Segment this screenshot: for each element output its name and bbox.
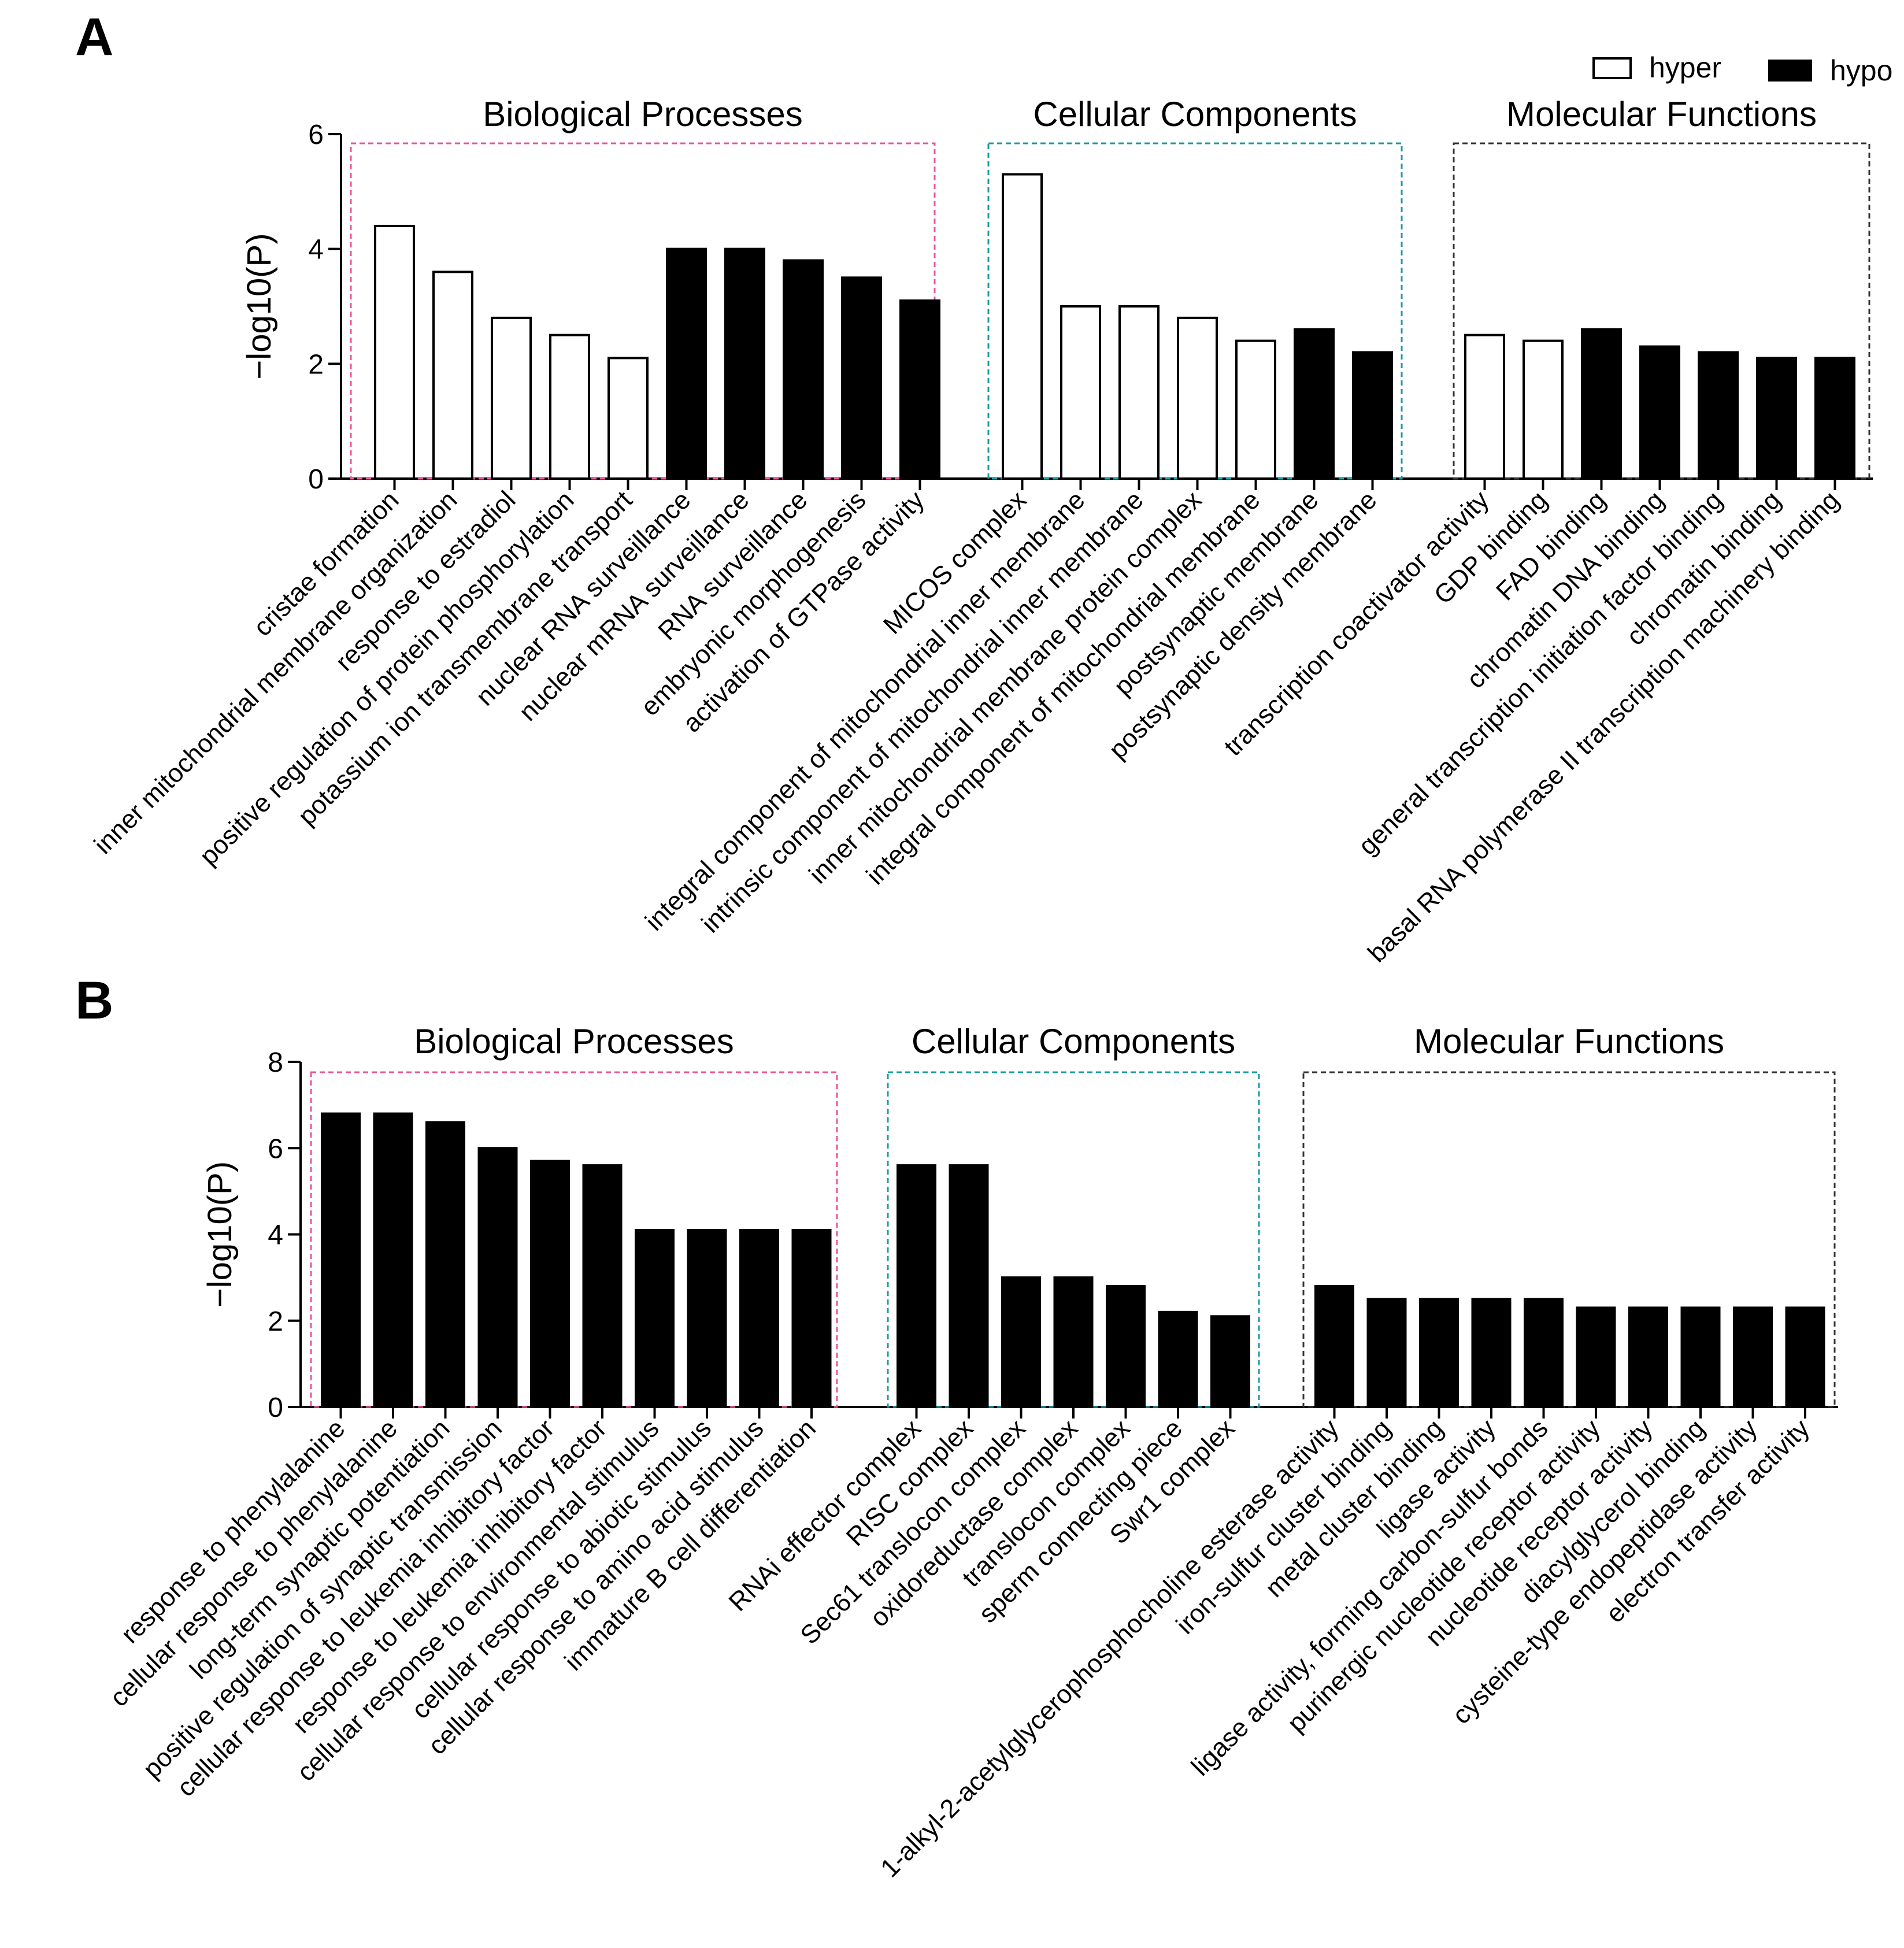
bar — [321, 1112, 361, 1409]
bar — [739, 1229, 779, 1409]
panel-a-y-axis-label: −log10(P) — [240, 233, 278, 379]
bar — [666, 247, 707, 480]
panel-a-ytick-label: 6 — [308, 120, 324, 150]
bar — [1785, 1306, 1825, 1409]
bar — [1294, 328, 1335, 480]
panel-b-y-axis-label: −log10(P) — [201, 1161, 239, 1308]
bar — [1177, 316, 1218, 480]
bar — [530, 1160, 570, 1408]
bar — [783, 259, 824, 480]
bar — [1524, 1298, 1564, 1408]
bar — [582, 1164, 623, 1408]
bar — [1756, 357, 1797, 480]
panel-b-group-2-title: Cellular Components — [912, 1022, 1235, 1061]
bar — [1106, 1285, 1146, 1409]
bar — [1053, 1276, 1094, 1408]
panel-b-ytick-label: 8 — [268, 1047, 283, 1078]
panel-b-ytick-label: 0 — [268, 1393, 283, 1423]
bar — [1581, 328, 1622, 480]
bar — [1158, 1310, 1198, 1408]
bar — [949, 1164, 989, 1408]
bar — [432, 271, 473, 480]
bar — [1639, 345, 1680, 480]
panel-a-ytick-label: 4 — [308, 235, 324, 265]
legend-hyper-swatch — [1592, 57, 1632, 79]
bar — [1576, 1306, 1616, 1409]
bar — [1464, 334, 1505, 480]
bar — [1698, 351, 1739, 480]
bar — [791, 1229, 832, 1409]
panel-b-group-2-box — [887, 1071, 1260, 1408]
bar — [899, 299, 940, 480]
panel-b-letter: B — [75, 971, 113, 1030]
panel-a-group-3-title: Molecular Functions — [1506, 95, 1817, 134]
panel-a-letter: A — [75, 8, 113, 66]
panel-b-group-1-box — [310, 1071, 838, 1408]
xtick-label: integral component of mitochondrial memb… — [860, 485, 1265, 890]
bar — [841, 276, 882, 480]
bar — [425, 1121, 465, 1408]
bar — [1002, 173, 1043, 480]
panel-a-group-2-title: Cellular Components — [1033, 95, 1357, 134]
bar — [1680, 1306, 1721, 1409]
legend-hyper-label: hyper — [1649, 51, 1721, 84]
bar — [1314, 1285, 1354, 1409]
bar — [374, 224, 415, 480]
panel-b-group-3-title: Molecular Functions — [1414, 1022, 1724, 1061]
bar — [897, 1164, 936, 1408]
bar — [1366, 1298, 1407, 1408]
bar — [1352, 351, 1393, 480]
legend-hypo-swatch — [1768, 60, 1812, 82]
xtick-label: ligase activity, forming carbon-sulfur b… — [1186, 1413, 1554, 1782]
bar — [373, 1112, 413, 1409]
bar — [1210, 1315, 1250, 1409]
panel-b-group-1-title: Biological Processes — [414, 1022, 734, 1061]
bar — [1419, 1298, 1459, 1408]
panel-b-group-3-box — [1302, 1071, 1836, 1408]
bar — [1471, 1298, 1512, 1408]
bar — [477, 1147, 518, 1408]
panel-a-group-1-title: Biological Processes — [483, 95, 803, 134]
bar — [1118, 305, 1160, 480]
bar — [687, 1229, 727, 1409]
bar — [491, 316, 532, 480]
panel-b-ytick-label: 2 — [268, 1306, 283, 1337]
legend-hypo-label: hypo — [1830, 54, 1892, 87]
panel-a-ytick-label: 2 — [308, 349, 324, 380]
panel-b-ytick-label: 6 — [268, 1134, 283, 1164]
bar — [1001, 1276, 1041, 1408]
bar — [549, 334, 590, 480]
bar — [1060, 305, 1101, 480]
bar — [724, 247, 765, 480]
panel-b-ytick-label: 4 — [268, 1220, 283, 1251]
legend: hyper hypo — [1592, 51, 1892, 87]
bar — [1814, 357, 1855, 480]
bar — [1733, 1306, 1773, 1409]
bar — [1523, 339, 1564, 480]
panel-a-ytick-label: 0 — [308, 464, 324, 495]
bar — [607, 357, 649, 480]
bar — [635, 1229, 675, 1409]
bar — [1628, 1306, 1668, 1409]
bar — [1235, 339, 1276, 480]
